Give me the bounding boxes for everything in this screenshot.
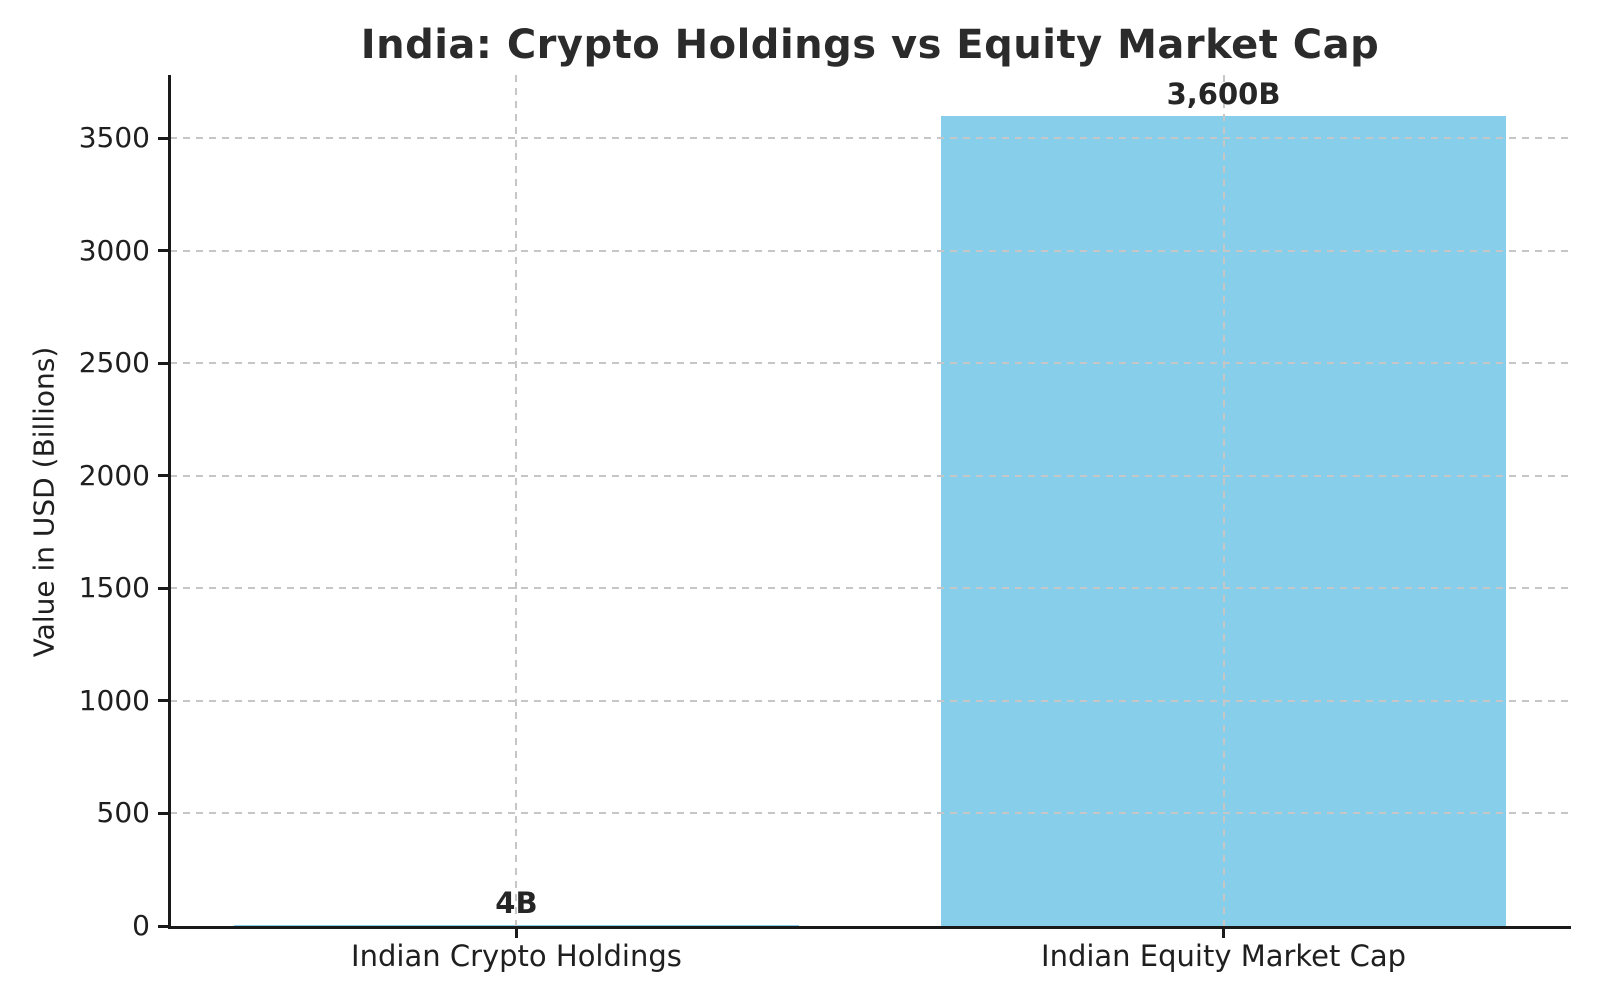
y-tick-label: 2000 bbox=[78, 458, 150, 492]
horizontal-gridline bbox=[170, 474, 1570, 477]
y-tick-label: 1500 bbox=[78, 571, 150, 605]
horizontal-gridline bbox=[170, 699, 1570, 702]
x-tick-label: Indian Equity Market Cap bbox=[1041, 939, 1407, 973]
y-axis-spine bbox=[168, 75, 171, 929]
y-tick-mark bbox=[158, 361, 168, 365]
y-tick-label: 2500 bbox=[78, 346, 150, 380]
y-axis-label: Value in USD (Billions) bbox=[27, 346, 61, 658]
vertical-gridline bbox=[515, 75, 518, 926]
y-tick-label: 0 bbox=[132, 909, 150, 942]
horizontal-gridline bbox=[170, 137, 1570, 140]
x-tick-mark bbox=[1222, 928, 1226, 938]
bar-value-label: 4B bbox=[495, 886, 538, 920]
y-tick-mark bbox=[158, 586, 168, 590]
vertical-gridline bbox=[1222, 75, 1225, 926]
x-tick-mark bbox=[514, 928, 518, 938]
x-tick-label: Indian Crypto Holdings bbox=[351, 939, 682, 973]
y-tick-mark bbox=[158, 136, 168, 140]
bar-value-label: 3,600B bbox=[1166, 76, 1281, 111]
y-tick-label: 1000 bbox=[78, 683, 150, 717]
horizontal-gridline bbox=[170, 249, 1570, 252]
y-tick-mark bbox=[158, 249, 168, 253]
y-tick-label: 3500 bbox=[78, 121, 150, 155]
horizontal-gridline bbox=[170, 587, 1570, 590]
horizontal-gridline bbox=[170, 812, 1570, 815]
chart-title: India: Crypto Holdings vs Equity Market … bbox=[360, 22, 1380, 68]
y-tick-label: 3000 bbox=[78, 233, 150, 267]
y-tick-mark bbox=[158, 811, 168, 815]
y-tick-mark bbox=[158, 699, 168, 703]
horizontal-gridline bbox=[170, 362, 1570, 365]
x-axis-spine bbox=[168, 926, 1571, 929]
y-tick-mark bbox=[158, 474, 168, 478]
y-tick-label: 500 bbox=[96, 796, 150, 830]
y-tick-mark bbox=[158, 924, 168, 928]
